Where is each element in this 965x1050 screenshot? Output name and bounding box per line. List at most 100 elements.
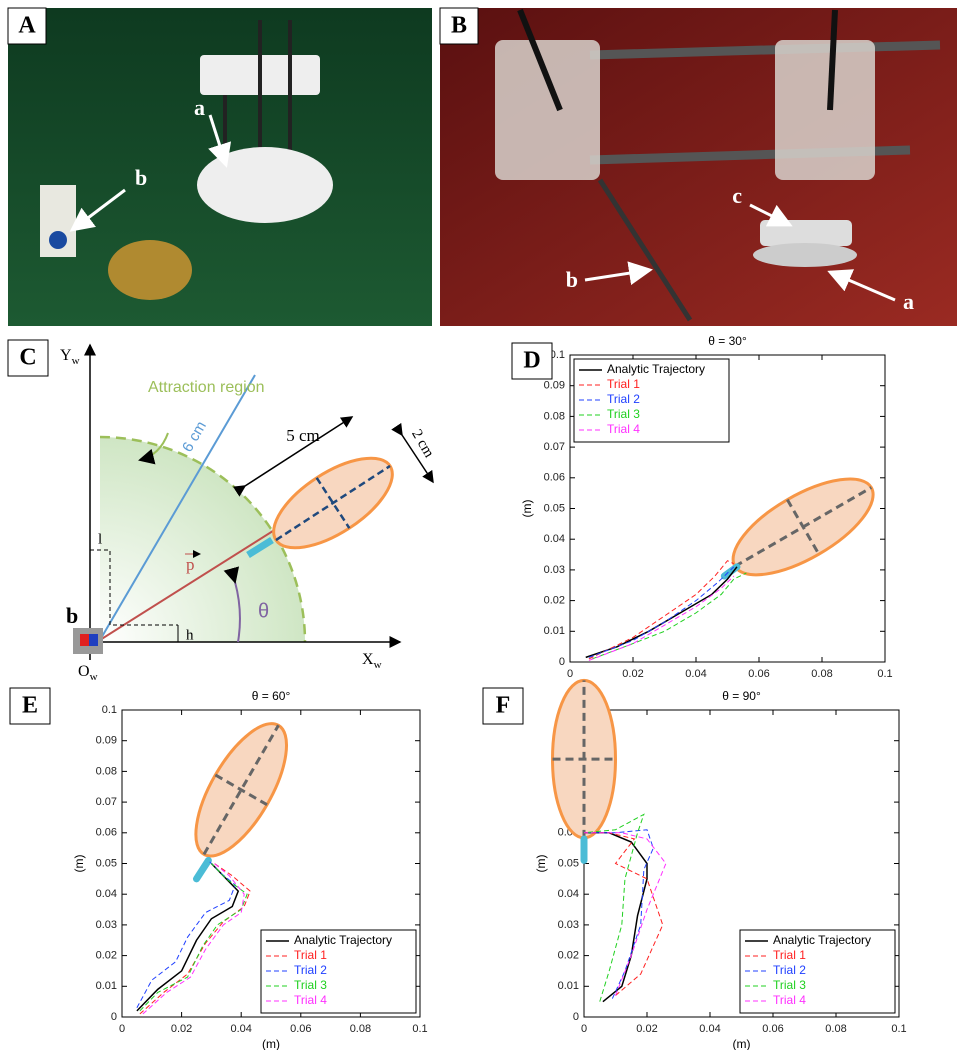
x-tick-label: 0 [581, 1023, 587, 1035]
legend-label: Analytic Trajectory [773, 933, 871, 947]
photo-a: A a b [8, 8, 432, 326]
panel-label: F [496, 693, 511, 719]
x-tick-label: 0 [119, 1023, 125, 1035]
y-tick-label: 0.06 [544, 472, 565, 484]
legend-label: Trial 2 [773, 963, 806, 977]
chart-title: θ = 90° [722, 689, 761, 703]
y-tick-label: 0.03 [558, 919, 579, 931]
annotation: a [903, 289, 914, 314]
y-tick-label: 0.04 [96, 888, 117, 900]
panel-label: B [451, 13, 467, 39]
photo-b: B c b a [440, 8, 957, 326]
y-axis-label: (m) [72, 855, 86, 873]
x-tick-label: 0.08 [350, 1023, 371, 1035]
x-axis-label: (m) [733, 1037, 751, 1050]
legend-label: Trial 1 [607, 377, 640, 391]
y-tick-label: 0.09 [544, 380, 565, 392]
x-tick-label: 0.06 [290, 1023, 311, 1035]
y-tick-label: 0.09 [96, 735, 117, 747]
origin-subscript: w [90, 671, 98, 683]
legend-label: Trial 1 [773, 948, 806, 962]
x-tick-label: 0.08 [811, 668, 832, 680]
y-tick-label: 0.05 [544, 502, 565, 514]
legend-label: Trial 3 [607, 407, 640, 421]
panel-label: A [18, 13, 36, 39]
vector-label: p [186, 555, 195, 574]
y-tick-label: 0.05 [96, 857, 117, 869]
x-tick-label: 0.02 [622, 668, 643, 680]
diagram-c: C Yw Xw Ow Attraction region 6 cm 5 cm 2… [8, 340, 437, 683]
x-tick-label: 0.1 [877, 668, 892, 680]
legend-label: Trial 1 [294, 948, 327, 962]
y-tick-label: 0.03 [544, 564, 565, 576]
annotation: a [194, 95, 205, 120]
x-tick-label: 0.1 [412, 1023, 427, 1035]
y-tick-label: 0.04 [558, 888, 579, 900]
y-tick-label: 0.08 [96, 765, 117, 777]
y-tick-label: 0.07 [96, 796, 117, 808]
radius-label: 6 cm [179, 418, 210, 455]
panel-label: D [523, 348, 540, 374]
y-tick-label: 0.04 [544, 533, 565, 545]
x-tick-label: 0.04 [699, 1023, 720, 1035]
chart-title: θ = 30° [708, 334, 747, 348]
annotation: b [566, 267, 578, 292]
annotation: c [732, 183, 742, 208]
legend-label: Trial 3 [294, 978, 327, 992]
y-axis-label: (m) [520, 500, 534, 518]
y-tick-label: 0.08 [544, 410, 565, 422]
x-tick-label: 0.04 [685, 668, 706, 680]
y-tick-label: 0.02 [544, 595, 565, 607]
origin-label: Ow [78, 663, 98, 683]
y-tick-label: 0.01 [96, 980, 117, 992]
y-axis-label: (m) [534, 855, 548, 873]
origin-label: O [78, 663, 90, 680]
width-label: 2 cm [408, 427, 437, 461]
x-tick-label: 0.06 [762, 1023, 783, 1035]
y-tick-label: 0.02 [558, 950, 579, 962]
chart-title: θ = 60° [252, 689, 291, 703]
offset-label: h [186, 627, 194, 643]
axis-subscript: w [72, 355, 80, 367]
y-tick-label: 0.1 [102, 704, 117, 716]
x-tick-label: 0.04 [230, 1023, 251, 1035]
region-label: Attraction region [148, 379, 265, 396]
y-tick-label: 0 [573, 1011, 579, 1023]
sensor-label: b [66, 603, 78, 628]
legend-label: Analytic Trajectory [294, 933, 392, 947]
y-tick-label: 0.01 [558, 980, 579, 992]
legend-label: Trial 4 [294, 993, 327, 1007]
legend-label: Trial 2 [294, 963, 327, 977]
object-outline [553, 680, 616, 838]
x-tick-label: 0.02 [171, 1023, 192, 1035]
legend-label: Trial 3 [773, 978, 806, 992]
axis-label: Yw [60, 347, 80, 367]
offset-label: l [98, 531, 102, 547]
y-tick-label: 0.01 [544, 625, 565, 637]
angle-label: θ [258, 600, 269, 622]
x-tick-label: 0.06 [748, 668, 769, 680]
y-tick-label: 0.05 [558, 857, 579, 869]
y-tick-label: 0 [111, 1011, 117, 1023]
y-tick-label: 0.07 [544, 441, 565, 453]
x-tick-label: 0.08 [825, 1023, 846, 1035]
axis-label: Xw [362, 651, 382, 671]
x-tick-label: 0 [567, 668, 573, 680]
axis-label: Y [60, 347, 72, 364]
panel-label: C [19, 345, 36, 371]
y-tick-label: 0.03 [96, 919, 117, 931]
axis-subscript: w [374, 659, 382, 671]
legend-label: Analytic Trajectory [607, 362, 705, 376]
y-tick-label: 0.06 [96, 827, 117, 839]
axis-label: X [362, 651, 374, 668]
x-tick-label: 0.02 [636, 1023, 657, 1035]
x-axis-label: (m) [262, 1037, 280, 1050]
figure: A a b B c b a [0, 0, 965, 1050]
length-label: 5 cm [286, 426, 320, 445]
legend-label: Trial 4 [773, 993, 806, 1007]
legend-label: Trial 2 [607, 392, 640, 406]
x-tick-label: 0.1 [891, 1023, 906, 1035]
y-tick-label: 0 [559, 656, 565, 668]
annotation: b [135, 165, 147, 190]
panel-label: E [22, 693, 38, 719]
